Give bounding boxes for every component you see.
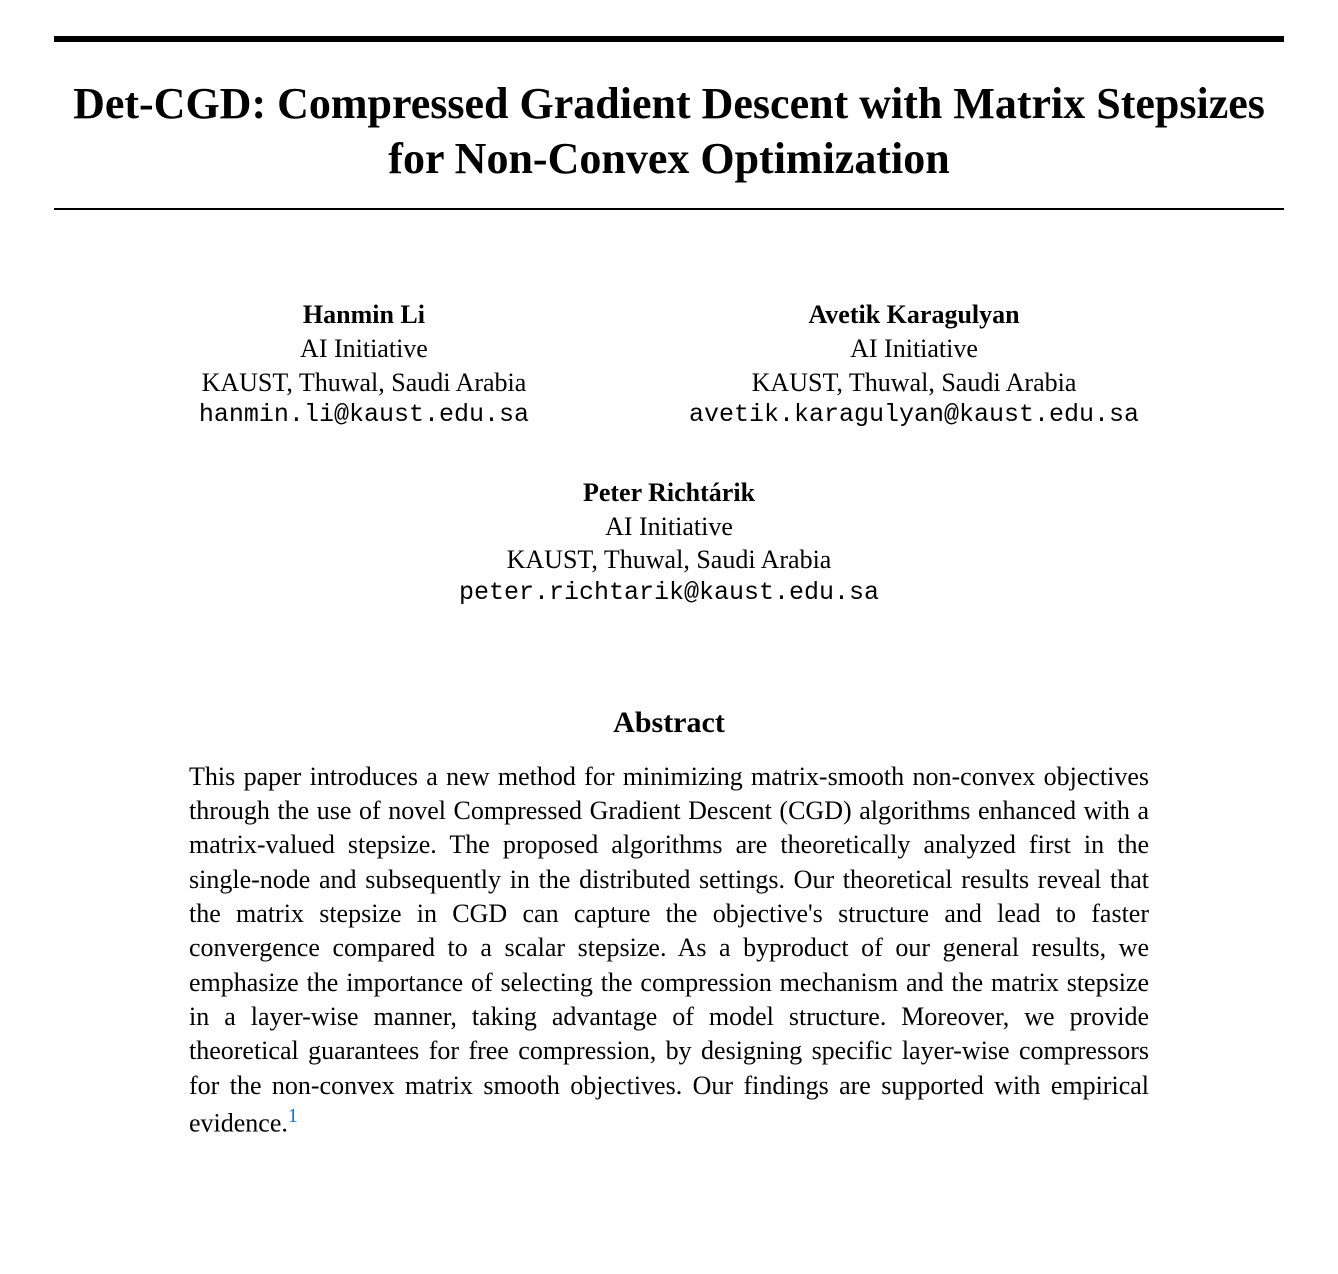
- author-block-2: Avetik Karagulyan AI Initiative KAUST, T…: [689, 298, 1139, 432]
- author-affiliation-line: KAUST, Thuwal, Saudi Arabia: [199, 366, 529, 400]
- author-name: Hanmin Li: [199, 298, 529, 332]
- mid-rule: [54, 208, 1284, 210]
- author-affiliation-line: AI Initiative: [689, 332, 1139, 366]
- author-name: Peter Richtárik: [54, 476, 1284, 510]
- author-email: avetik.karagulyan@kaust.edu.sa: [689, 399, 1139, 432]
- footnote-link[interactable]: 1: [288, 1105, 298, 1127]
- authors-row-top: Hanmin Li AI Initiative KAUST, Thuwal, S…: [54, 298, 1284, 432]
- abstract-body: This paper introduces a new method for m…: [189, 760, 1149, 1141]
- author-name: Avetik Karagulyan: [689, 298, 1139, 332]
- paper-title: Det-CGD: Compressed Gradient Descent wit…: [54, 76, 1284, 186]
- author-affiliation-line: AI Initiative: [199, 332, 529, 366]
- author-block-3: Peter Richtárik AI Initiative KAUST, Thu…: [54, 476, 1284, 610]
- author-affiliation-line: KAUST, Thuwal, Saudi Arabia: [54, 543, 1284, 577]
- author-email: peter.richtarik@kaust.edu.sa: [54, 577, 1284, 610]
- author-email: hanmin.li@kaust.edu.sa: [199, 399, 529, 432]
- paper-page: Det-CGD: Compressed Gradient Descent wit…: [0, 0, 1338, 1274]
- top-rule: [54, 36, 1284, 42]
- author-affiliation-line: KAUST, Thuwal, Saudi Arabia: [689, 366, 1139, 400]
- author-affiliation-line: AI Initiative: [54, 510, 1284, 544]
- author-block-1: Hanmin Li AI Initiative KAUST, Thuwal, S…: [199, 298, 529, 432]
- abstract-heading: Abstract: [54, 706, 1284, 740]
- abstract-text: This paper introduces a new method for m…: [189, 762, 1149, 1138]
